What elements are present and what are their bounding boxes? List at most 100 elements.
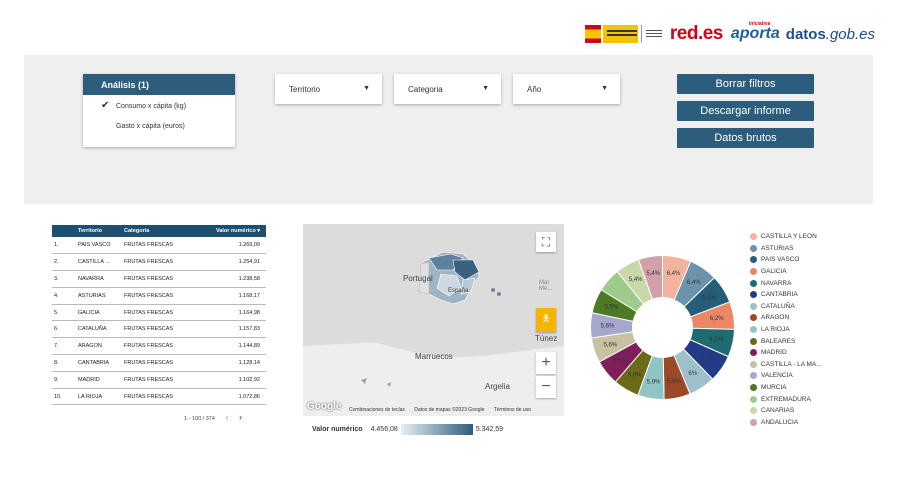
red-es-logo: red.es	[669, 23, 723, 44]
caret-down-icon: ▼	[601, 85, 608, 92]
legend-swatch	[750, 256, 757, 264]
table-row[interactable]: 9. MADRID FRUTAS FRESCAS 1.102,92	[52, 371, 266, 389]
legend-swatch	[750, 337, 757, 345]
donut-slice[interactable]	[637, 254, 663, 300]
data-table: Territorio Categoria Valor numérico ▾ 1.…	[52, 225, 266, 406]
categoria-dropdown[interactable]: Categoria ▼	[394, 74, 501, 104]
row-valor: 1.072,86	[192, 388, 266, 406]
legend-label: VALENCIA	[761, 372, 793, 380]
google-logo: Google	[307, 401, 342, 412]
legend-swatch	[750, 395, 757, 403]
table-row[interactable]: 5. GALICIA FRUTAS FRESCAS 1.164,98	[52, 304, 266, 322]
legend-label: NAVARRA	[761, 279, 792, 287]
legend-swatch	[750, 291, 757, 299]
col-territorio-header[interactable]: Territorio	[78, 228, 103, 234]
legend-swatch	[750, 360, 757, 368]
legend-swatch	[750, 418, 757, 426]
col-categoria-header[interactable]: Categoria	[124, 228, 150, 234]
table-row[interactable]: 8. CANTABRIA FRUTAS FRESCAS 1.128,14	[52, 354, 266, 372]
legend-item[interactable]: CANARIAS	[750, 405, 822, 417]
zoom-in-icon[interactable]: +	[536, 352, 556, 374]
row-valor: 1.102,92	[192, 371, 266, 389]
legend-item[interactable]: GALICIA	[750, 266, 822, 278]
zoom-out-icon[interactable]: −	[536, 376, 556, 398]
legend-item[interactable]: VALENCIA	[750, 370, 822, 382]
legend-item[interactable]: BALEARES	[750, 335, 822, 347]
legend-label: MURCIA	[761, 384, 787, 392]
legend-label: ASTURIAS	[761, 244, 794, 252]
col-valor-header[interactable]: Valor numérico ▾	[215, 228, 260, 234]
prev-page-icon[interactable]: ‹	[225, 412, 229, 422]
row-valor: 1.164,98	[192, 304, 266, 322]
borrar-filtros-button[interactable]: Borrar filtros	[677, 74, 814, 94]
legend-item[interactable]: EXTREMADURA	[750, 393, 822, 405]
legend-item[interactable]: PAIS VASCO	[750, 254, 822, 266]
territorio-dropdown[interactable]: Territorio ▼	[275, 74, 382, 104]
legend-label: CASTILLA - LA MA...	[761, 360, 822, 368]
fullscreen-icon[interactable]: ⛶	[536, 232, 556, 252]
analysis-title: Análisis (1)	[83, 74, 235, 95]
legend-item[interactable]: CATALUÑA	[750, 301, 822, 313]
legend-label: LA RIOJA	[761, 326, 790, 334]
row-categoria: FRUTAS FRESCAS	[122, 287, 192, 305]
keyboard-shortcuts-link[interactable]: Combinaciones de teclas	[349, 407, 405, 413]
table-row[interactable]: 10. LA RIOJA FRUTAS FRESCAS 1.072,86	[52, 388, 266, 406]
row-territorio: MADRID	[76, 371, 122, 389]
legend-swatch	[750, 407, 757, 415]
donut-chart[interactable]: 6,4%6,4%6,4%6,2%6,2%6,1%6%5,9%5,9%5,8%5,…	[585, 250, 740, 405]
table-row[interactable]: 1. PAIS VASCO FRUTAS FRESCAS 1.269,09	[52, 237, 266, 255]
donut-slice-label: 5,4%	[646, 271, 660, 277]
legend-label: PAIS VASCO	[761, 256, 800, 264]
legend-item[interactable]: CANTABRIA	[750, 289, 822, 301]
donut-slice-label: 5,6%	[603, 343, 617, 349]
analysis-selector[interactable]: Análisis (1) ✔ Consumo x cápita (kg) Gas…	[83, 74, 235, 147]
map-label-mar: Mar Me...	[539, 280, 553, 292]
legend-label: EXTREMADURA	[761, 395, 811, 403]
donut-slice-label: 6,4%	[667, 271, 681, 277]
legend-item[interactable]: MADRID	[750, 347, 822, 359]
legend-item[interactable]: ASTURIAS	[750, 243, 822, 255]
row-valor: 1.254,91	[192, 253, 266, 272]
legend-item[interactable]: ARAGON	[750, 312, 822, 324]
legend-swatch	[750, 302, 757, 310]
table-row[interactable]: 6. CATALUÑA FRUTAS FRESCAS 1.157,83	[52, 320, 266, 339]
row-territorio: PAIS VASCO	[76, 237, 122, 255]
row-index: 9.	[52, 371, 76, 389]
legend-label: CATALUÑA	[761, 302, 795, 310]
street-view-icon[interactable]: 🯅	[536, 308, 556, 332]
row-territorio: ARAGON	[76, 337, 122, 356]
row-categoria: FRUTAS FRESCAS	[122, 237, 192, 255]
terms-link[interactable]: Términos de uso	[493, 407, 531, 413]
legend-item[interactable]: NAVARRA	[750, 277, 822, 289]
row-territorio: CASTILLA ...	[76, 253, 122, 272]
legend-item[interactable]: ANDALUCIA	[750, 417, 822, 429]
donut-slice-label: 6,2%	[709, 337, 723, 343]
analysis-option-consumo[interactable]: ✔ Consumo x cápita (kg)	[101, 100, 187, 111]
table-row[interactable]: 4. ASTURIAS FRUTAS FRESCAS 1.168,17	[52, 287, 266, 305]
table-row[interactable]: 3. NAVARRA FRUTAS FRESCAS 1.238,58	[52, 270, 266, 288]
legend-item[interactable]: CASTILLA Y LEON	[750, 231, 822, 243]
descargar-informe-button[interactable]: Descargar informe	[677, 101, 814, 121]
row-categoria: FRUTAS FRESCAS	[122, 253, 192, 272]
datos-brutos-button[interactable]: Datos brutos	[677, 128, 814, 148]
legend-swatch	[750, 314, 757, 322]
legend-label: GALICIA	[761, 268, 787, 276]
legend-swatch	[750, 349, 757, 357]
legend-item[interactable]: CASTILLA - LA MA...	[750, 359, 822, 371]
row-categoria: FRUTAS FRESCAS	[122, 304, 192, 322]
legend-swatch	[750, 233, 757, 241]
donut-slice-label: 5,4%	[629, 277, 643, 283]
map-canvas	[303, 224, 564, 416]
legend-label: MADRID	[761, 349, 787, 357]
legend-item[interactable]: LA RIOJA	[750, 324, 822, 336]
table-row[interactable]: 2. CASTILLA ... FRUTAS FRESCAS 1.254,91	[52, 253, 266, 272]
ano-dropdown[interactable]: Año ▼	[513, 74, 620, 104]
table-row[interactable]: 7. ARAGON FRUTAS FRESCAS 1.144,89	[52, 337, 266, 356]
next-page-icon[interactable]: ›	[238, 412, 242, 422]
row-index: 8.	[52, 354, 76, 372]
datos-gob-logo: datos.gob.es	[785, 25, 876, 43]
legend-item[interactable]: MURCIA	[750, 382, 822, 394]
ministry-secondary-logo	[641, 25, 662, 43]
map-view[interactable]: Portugal España Marruecos Argelia Túnez …	[303, 224, 564, 416]
analysis-option-gasto[interactable]: Gasto x cápita (euros)	[116, 123, 185, 130]
